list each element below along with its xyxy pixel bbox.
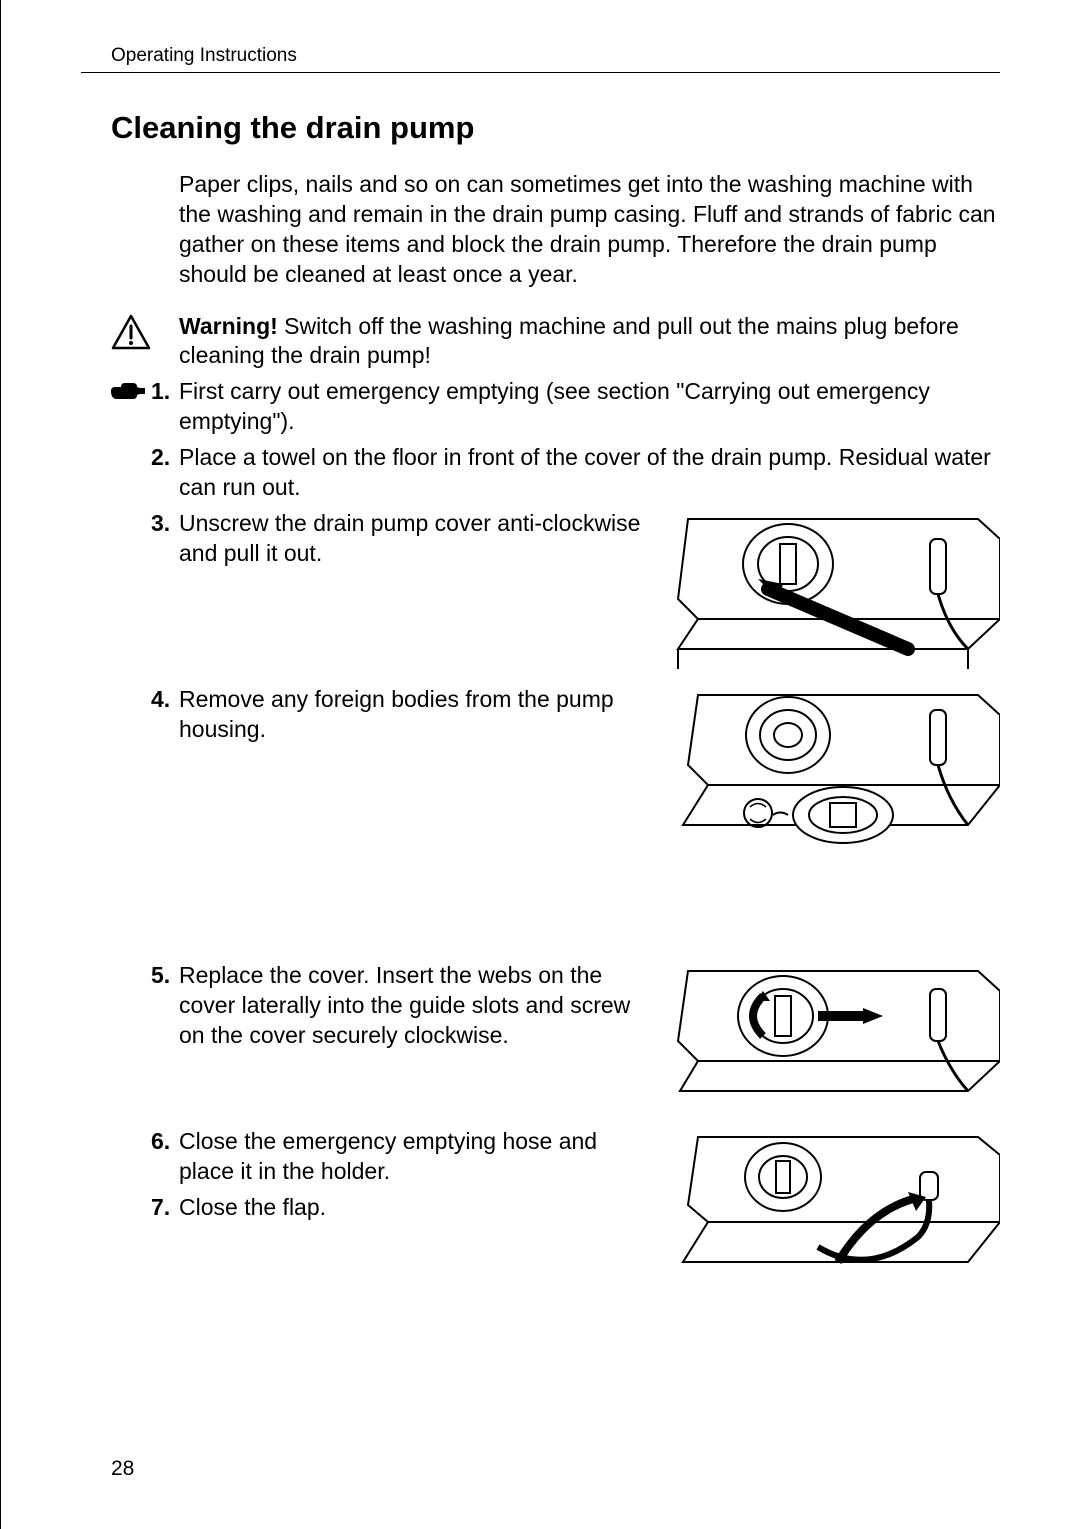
step-text: Unscrew the drain pump cover anti-clockw… <box>179 510 640 566</box>
step-number: 5. <box>151 961 170 991</box>
step-3: 3. Unscrew the drain pump cover anti-clo… <box>179 509 1000 669</box>
section-title: Cleaning the drain pump <box>111 110 1000 146</box>
step-number: 2. <box>151 443 170 473</box>
steps-list: 1. First carry out emergency emptying (s… <box>179 377 1000 1287</box>
step-number: 3. <box>151 509 170 539</box>
warning-triangle-icon <box>111 314 151 350</box>
warning-text: Warning! Switch off the washing machine … <box>179 312 1000 372</box>
body-indent: Paper clips, nails and so on can sometim… <box>179 170 1000 1287</box>
step-6-7: 6. Close the emergency emptying hose and… <box>179 1127 1000 1287</box>
page-number: 28 <box>111 1457 134 1481</box>
header-rule <box>81 72 1000 73</box>
warning-label: Warning! <box>179 313 278 339</box>
illustration-close-flap <box>668 1127 1000 1287</box>
warning-block: Warning! Switch off the washing machine … <box>179 312 1000 372</box>
running-head: Operating Instructions <box>111 45 1000 67</box>
illustration-remove-debris <box>668 685 1000 855</box>
step-text: Replace the cover. Insert the webs on th… <box>179 962 630 1048</box>
step-number: 4. <box>151 685 170 715</box>
spacer <box>179 871 1000 961</box>
step-2: 2. Place a towel on the floor in front o… <box>179 443 1000 503</box>
step-number: 6. <box>151 1127 170 1157</box>
intro-paragraph: Paper clips, nails and so on can sometim… <box>179 170 1000 290</box>
warning-body: Switch off the washing machine and pull … <box>179 313 959 369</box>
step-number: 1. <box>151 377 170 407</box>
illustration-unscrew-cover <box>668 509 1000 669</box>
step-text: Remove any foreign bodies from the pump … <box>179 686 614 742</box>
step-text: Place a towel on the floor in front of t… <box>179 444 991 500</box>
content-area: Cleaning the drain pump Paper clips, nai… <box>111 110 1000 1303</box>
step-number: 7. <box>151 1193 170 1223</box>
step-text: First carry out emergency emptying (see … <box>179 378 930 434</box>
step-text: Close the flap. <box>179 1194 326 1220</box>
manual-page: Operating Instructions Cleaning the drai… <box>0 0 1080 1529</box>
step-text: Close the emergency emptying hose and pl… <box>179 1128 597 1184</box>
step-5: 5. Replace the cover. Insert the webs on… <box>179 961 1000 1111</box>
step-4: 4. Remove any foreign bodies from the pu… <box>179 685 1000 855</box>
step-1: 1. First carry out emergency emptying (s… <box>179 377 1000 437</box>
pointing-hand-icon <box>107 379 147 403</box>
illustration-replace-cover <box>668 961 1000 1111</box>
